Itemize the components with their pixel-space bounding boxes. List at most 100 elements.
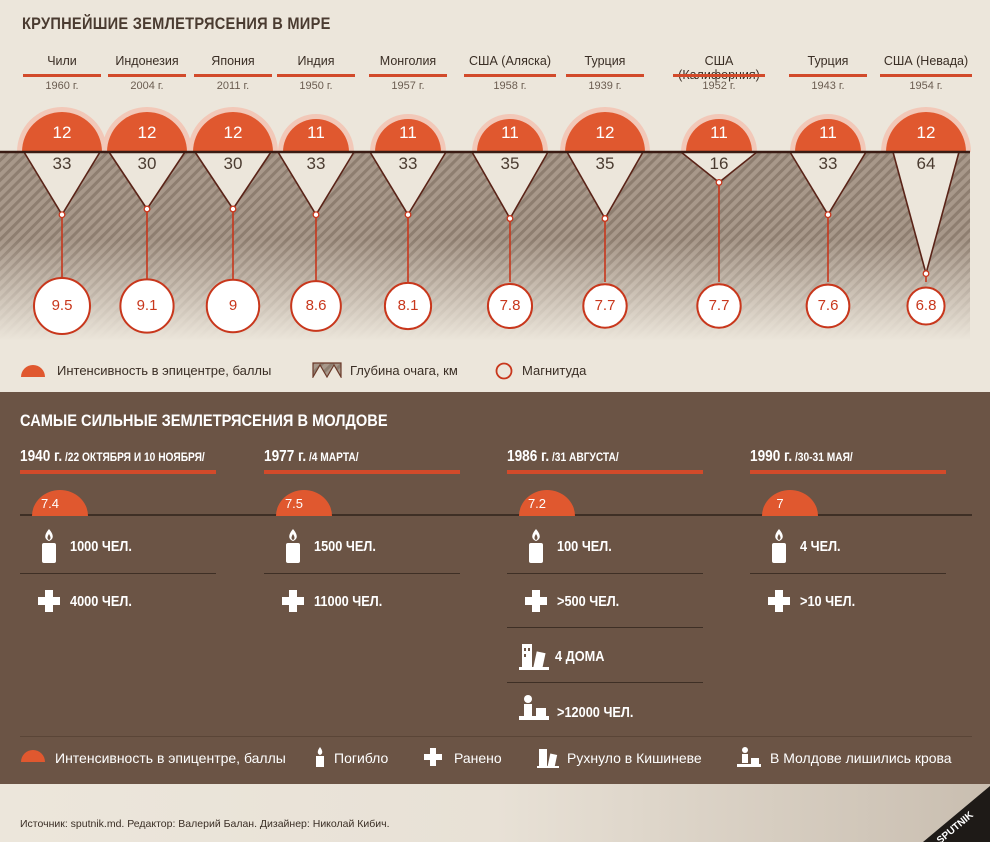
event-heading: 1977 г. /4 МАРТА/: [264, 448, 359, 466]
quake-country: США (Аляска): [469, 54, 551, 68]
event-underline: [507, 470, 703, 474]
depth-wedge: [472, 152, 548, 219]
event-injured: >10 ЧЕЛ.: [800, 593, 856, 610]
event-divider: [507, 627, 703, 628]
depth-wedge: [370, 152, 446, 215]
event-killed: 4 ЧЕЛ.: [800, 538, 841, 555]
candle-icon: [772, 529, 786, 563]
event-intensity: 7: [776, 496, 784, 511]
event-heading: 1940 г. /22 ОКТЯБРЯ И 10 НОЯБРЯ/: [20, 448, 205, 466]
quake-year: 1939 г.: [588, 80, 622, 92]
quake-intensity: 12: [595, 123, 615, 142]
intensity-dome: [22, 112, 102, 152]
magnitude-ring: [805, 283, 851, 329]
event-underline: [20, 470, 216, 474]
quake-country: Индия: [297, 54, 335, 68]
source-text: Источник: sputnik.md. Редактор: Валерий …: [20, 818, 390, 830]
depth-point: [312, 211, 320, 219]
quake-magnitude: 7.7: [708, 297, 730, 314]
intensity-dome: [795, 119, 861, 152]
event-date: /22 ОКТЯБРЯ И 10 НОЯБРЯ/: [62, 450, 205, 464]
magnitude-ring: [906, 286, 946, 326]
event-date: /30-31 МАЯ/: [792, 450, 853, 464]
legend2-candle-icon: [316, 747, 324, 767]
legend2-intensity: Интенсивность в эпицентре, баллы: [55, 750, 286, 766]
depth-wedge: [681, 152, 757, 183]
event-intensity: 7.5: [284, 496, 304, 511]
event-year: 1940 г.: [20, 448, 63, 465]
depth-point: [58, 211, 66, 219]
magnitude-ring: [290, 280, 342, 332]
quake-depth: 35: [500, 154, 520, 173]
event-year: 1977 г.: [264, 448, 307, 465]
cross-icon: [282, 590, 304, 612]
depth-wedge: [278, 152, 354, 215]
magnitude-ring: [582, 283, 628, 329]
country-underline: [108, 74, 186, 77]
event-date: /31 АВГУСТА/: [549, 450, 619, 464]
event-intensity-dome: [32, 490, 88, 516]
event-heading: 1990 г. /30-31 МАЯ/: [750, 448, 853, 466]
country-underline: [23, 74, 101, 77]
quake-intensity: 12: [223, 123, 243, 142]
quake-country: Япония: [211, 54, 255, 68]
depth-wedge: [109, 152, 185, 209]
legend2-homeless: В Молдове лишились крова: [770, 750, 952, 766]
magnitude-ring: [205, 278, 261, 334]
event-collapsed: 4 ДОМА: [555, 648, 605, 665]
quake-country: Индонезия: [115, 54, 179, 68]
event-killed: 1500 ЧЕЛ.: [314, 538, 376, 555]
event-heading: 1986 г. /31 АВГУСТА/: [507, 448, 619, 466]
cross-icon: [768, 590, 790, 612]
event-injured: 11000 ЧЕЛ.: [314, 593, 383, 610]
depth-wedge: [893, 152, 959, 274]
intensity-dome: [886, 112, 966, 152]
event-homeless: >12000 ЧЕЛ.: [557, 704, 634, 721]
world-title: КРУПНЕЙШИЕ ЗЕМЛЕТРЯСЕНИЯ В МИРЕ: [22, 14, 331, 33]
quake-intensity: 12: [916, 123, 936, 142]
country-underline: [566, 74, 644, 77]
depth-point: [922, 270, 930, 278]
quake-intensity: 11: [501, 123, 519, 142]
depth-point: [404, 211, 412, 219]
quake-country: Чили: [47, 54, 77, 68]
quake-intensity: 12: [137, 123, 157, 142]
country-underline: [880, 74, 972, 77]
moldova-title: САМЫЕ СИЛЬНЫЕ ЗЕМЛЕТРЯСЕНИЯ В МОЛДОВЕ: [20, 411, 388, 430]
quake-year: 1952 г.: [702, 80, 736, 92]
legend2-injured: Ранено: [454, 750, 502, 766]
depth-point: [824, 211, 832, 219]
event-intensity: 7.4: [40, 496, 60, 511]
legend-intensity: Интенсивность в эпицентре, баллы: [57, 363, 272, 378]
quake-magnitude: 9.1: [136, 297, 158, 314]
quake-country: Турция: [584, 54, 626, 68]
depth-point: [506, 215, 514, 222]
quake-magnitude: 6.8: [915, 297, 937, 314]
quake-magnitude: 9: [228, 297, 238, 314]
intensity-dome: [107, 112, 187, 152]
event-year: 1990 г.: [750, 448, 793, 465]
event-divider: [20, 573, 216, 574]
event-underline: [750, 470, 946, 474]
country-underline: [194, 74, 272, 77]
quake-year: 2011 г.: [216, 80, 250, 92]
quake-magnitude: 7.7: [594, 297, 616, 314]
magnitude-legend-icon: [495, 362, 513, 380]
depth-point: [143, 205, 151, 213]
event-injured: 4000 ЧЕЛ.: [70, 593, 132, 610]
country-underline: [673, 74, 765, 77]
quake-magnitude: 7.6: [817, 297, 839, 314]
intensity-dome: [193, 112, 273, 152]
moldova-baseline: [20, 514, 972, 516]
event-year: 1986 г.: [507, 448, 550, 465]
event-date: /4 МАРТА/: [306, 450, 359, 464]
legend-magnitude: Магнитуда: [522, 363, 587, 378]
legend2-collapsed: Рухнуло в Кишиневе: [567, 750, 702, 766]
event-intensity-dome: [762, 490, 818, 516]
quake-intensity: 11: [307, 123, 325, 142]
quake-year: 1957 г.: [391, 80, 425, 92]
magnitude-ring: [696, 283, 742, 329]
depth-wedge: [24, 152, 100, 215]
quake-depth: 33: [818, 154, 838, 173]
quake-year: 2004 г.: [130, 80, 164, 92]
